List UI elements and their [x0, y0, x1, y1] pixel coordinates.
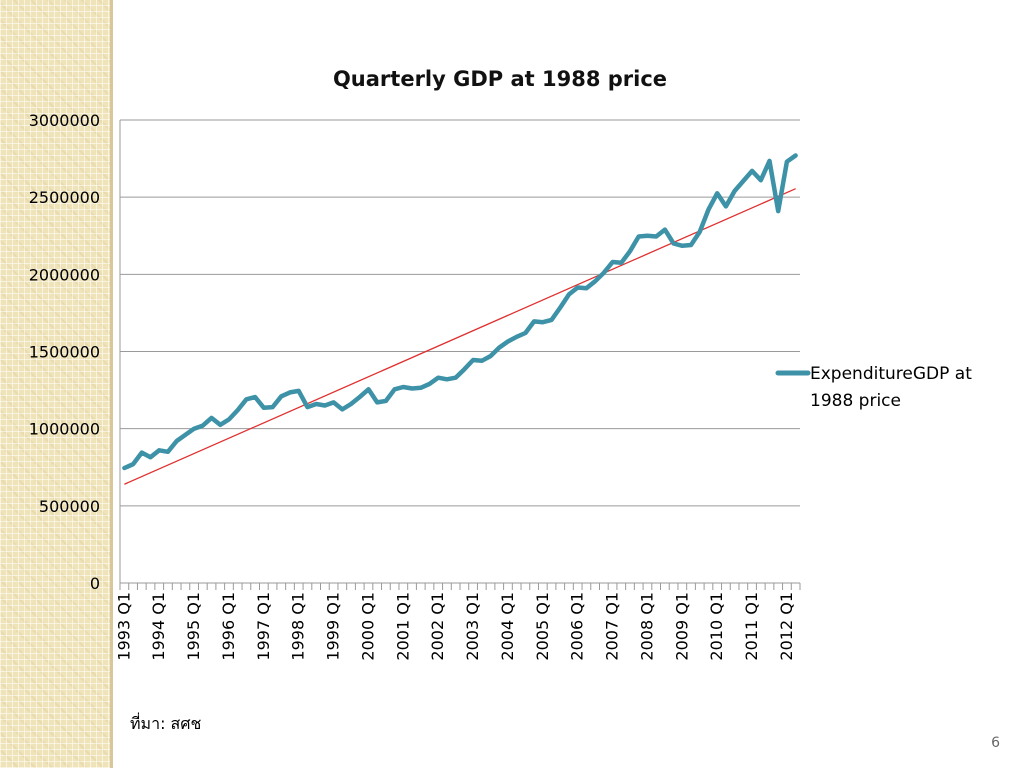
- y-tick-label: 1500000: [29, 343, 100, 362]
- gridlines: [120, 119, 800, 507]
- x-tick-label: 2000 Q1: [358, 592, 377, 661]
- x-tick-label: 2011 Q1: [742, 592, 761, 661]
- legend-label-line-2: 1988 price: [810, 391, 901, 411]
- axes: [119, 120, 801, 590]
- y-tick-label: 2000000: [29, 265, 100, 284]
- x-tick-label: 2008 Q1: [637, 592, 656, 661]
- source-note: ที่มา: สศช: [130, 714, 202, 733]
- x-tick-label: 2010 Q1: [707, 592, 726, 661]
- series-line-expenditure-gdp: [122, 153, 798, 471]
- x-tick-label: 2007 Q1: [603, 592, 622, 661]
- y-tick-label: 0: [90, 574, 100, 593]
- legend-label: ExpenditureGDP at 1988 price: [810, 364, 977, 411]
- legend-label-line-1: ExpenditureGDP at: [810, 364, 972, 384]
- x-tick-label: 2009 Q1: [672, 592, 691, 661]
- series-layer: [122, 153, 798, 485]
- legend: ExpenditureGDP at 1988 price: [775, 364, 977, 411]
- x-tick-label: 2005 Q1: [533, 592, 552, 661]
- side-strip-border: [110, 0, 113, 768]
- x-tick-label: 2012 Q1: [777, 592, 796, 661]
- y-tick-label: 1000000: [29, 420, 100, 439]
- x-tick-label: 2002 Q1: [428, 592, 447, 661]
- x-tick-label: 1998 Q1: [289, 592, 308, 661]
- page-number: 6: [991, 735, 1000, 751]
- linear-trendline: [124, 188, 796, 485]
- y-tick-label: 500000: [39, 497, 100, 516]
- x-tick-label: 2004 Q1: [498, 592, 517, 661]
- x-tick-label: 1999 Q1: [324, 592, 343, 661]
- x-tick-label: 1997 Q1: [254, 592, 273, 661]
- y-tick-labels: 0 500000 1000000 1500000 2000000 2500000 30000…: [29, 111, 100, 593]
- decorative-side-strip: [0, 0, 110, 768]
- y-tick-label: 3000000: [29, 111, 100, 130]
- x-tick-label: 1996 Q1: [219, 592, 238, 661]
- x-tick-label: 2001 Q1: [393, 592, 412, 661]
- chart-title: Quarterly GDP at 1988 price: [333, 67, 667, 91]
- x-tick-label: 2006 Q1: [568, 592, 587, 661]
- x-tick-labels: 1993 Q1 1994 Q1 1995 Q1 1996 Q1 1997 Q1 1998 …: [114, 592, 796, 661]
- x-tick-label: 1995 Q1: [184, 592, 203, 661]
- x-tick-label: 1993 Q1: [114, 592, 133, 661]
- x-tick-label: 1994 Q1: [149, 592, 168, 661]
- y-tick-label: 2500000: [29, 188, 100, 207]
- x-tick-label: 2003 Q1: [463, 592, 482, 661]
